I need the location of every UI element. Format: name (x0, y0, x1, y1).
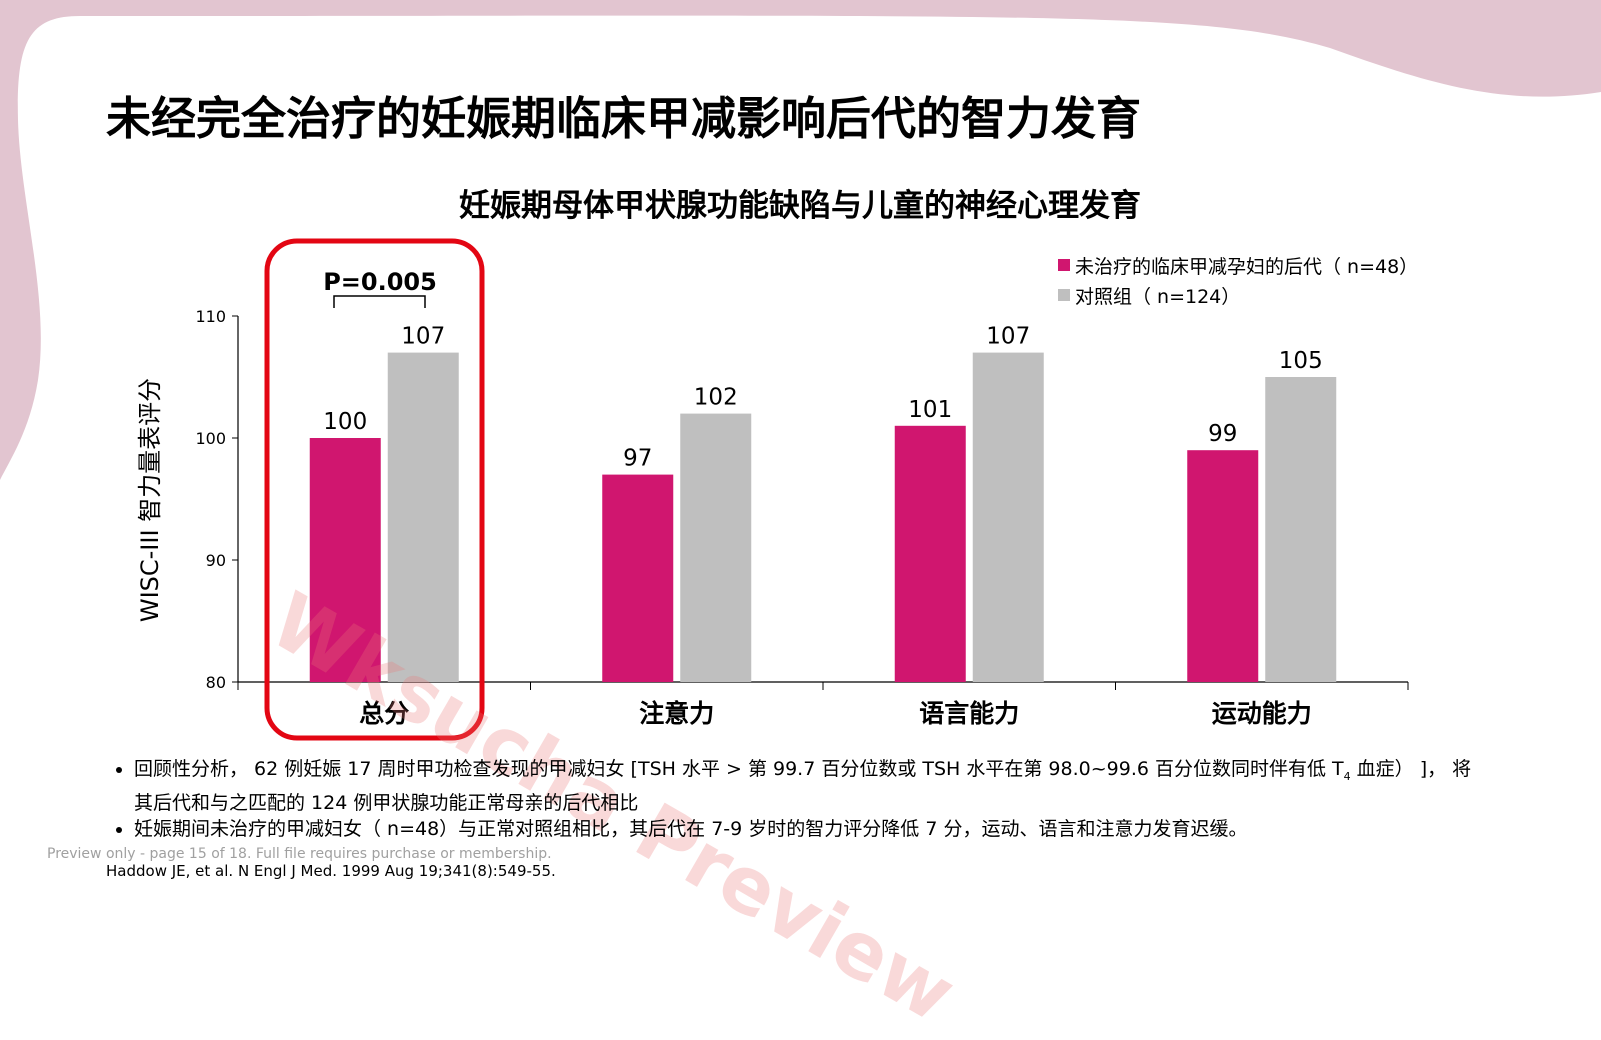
footnote-bullet-2: 妊娠期间未治疗的甲减妇女（ n=48）与正常对照组相比，其后代在 7-9 岁时的… (134, 816, 1488, 842)
p-value-label: P=0.005 (323, 268, 437, 296)
bar-value-label: 107 (401, 324, 445, 350)
y-tick-label: 80 (206, 673, 226, 692)
reference-citation: Haddow JE, et al. N Engl J Med. 1999 Aug… (106, 862, 556, 880)
bar (1187, 450, 1259, 682)
x-tick-label: 语言能力 (919, 699, 1019, 728)
bar (894, 425, 966, 682)
bar-value-label: 102 (694, 385, 738, 411)
preview-note: Preview only - page 15 of 18. Full file … (47, 846, 552, 862)
bar-value-label: 97 (623, 446, 652, 472)
y-tick-label: 90 (206, 551, 226, 570)
bar-labels: 100 107 97 102 101 107 99 105 (323, 324, 1322, 472)
bar (972, 352, 1044, 682)
y-tick-label: 100 (195, 429, 226, 448)
slide-title: 未经完全治疗的妊娠期临床甲减影响后代的智力发育 (106, 92, 1142, 145)
significance-annotation: P=0.005 (323, 268, 437, 308)
pink-wave-shape (0, 0, 1601, 480)
footnotes: 回顾性分析， 62 例妊娠 17 周时甲功检查发现的甲减妇女 [TSH 水平 >… (108, 756, 1488, 842)
bar-value-label: 99 (1208, 421, 1237, 447)
legend-swatch-untreated (1058, 259, 1070, 271)
footnote-bullet-1: 回顾性分析， 62 例妊娠 17 周时甲功检查发现的甲减妇女 [TSH 水平 >… (134, 756, 1488, 816)
legend-swatch-control (1058, 289, 1070, 301)
highlight-box (264, 238, 485, 741)
bar-chart: 妊娠期母体甲状腺功能缺陷与儿童的神经心理发育 WISC-III 智力量表评分 1… (136, 188, 1418, 741)
footnote-1-subscript: 4 (1343, 769, 1351, 783)
bar-value-label: 100 (323, 409, 367, 435)
x-tick-label: 总分 (359, 699, 409, 728)
legend: 未治疗的临床甲减孕妇的后代（ n=48） 对照组（ n=124） (1058, 256, 1418, 308)
bar (1265, 377, 1337, 682)
bars (309, 352, 1337, 682)
bar-value-label: 101 (908, 397, 952, 423)
legend-label-control: 对照组（ n=124） (1075, 286, 1240, 308)
y-tick-label: 110 (195, 307, 226, 326)
y-axis-label: WISC-III 智力量表评分 (136, 378, 164, 622)
bar (602, 474, 674, 682)
bar (387, 352, 459, 682)
chart-title: 妊娠期母体甲状腺功能缺陷与儿童的神经心理发育 (459, 188, 1141, 224)
x-tick-label: 运动能力 (1212, 699, 1312, 728)
x-tick-labels: 总分 注意力 语言能力 运动能力 (359, 699, 1312, 728)
significance-bracket (333, 295, 426, 308)
footnote-1-text-cont: 血症） ]， 将其后代和与之匹配的 124 例甲状腺功能正常母亲的后代相比 (134, 758, 1472, 814)
bar-value-label: 107 (986, 324, 1030, 350)
bar (680, 413, 752, 682)
bar-value-label: 105 (1279, 348, 1323, 374)
legend-label-untreated: 未治疗的临床甲减孕妇的后代（ n=48） (1075, 256, 1418, 278)
y-tick-labels: 80 90 100 110 (195, 307, 226, 692)
x-tick-label: 注意力 (639, 699, 714, 728)
background-decoration (0, 0, 1601, 480)
footnote-1-text: 回顾性分析， 62 例妊娠 17 周时甲功检查发现的甲减妇女 [TSH 水平 >… (134, 758, 1344, 780)
bar (309, 438, 381, 682)
